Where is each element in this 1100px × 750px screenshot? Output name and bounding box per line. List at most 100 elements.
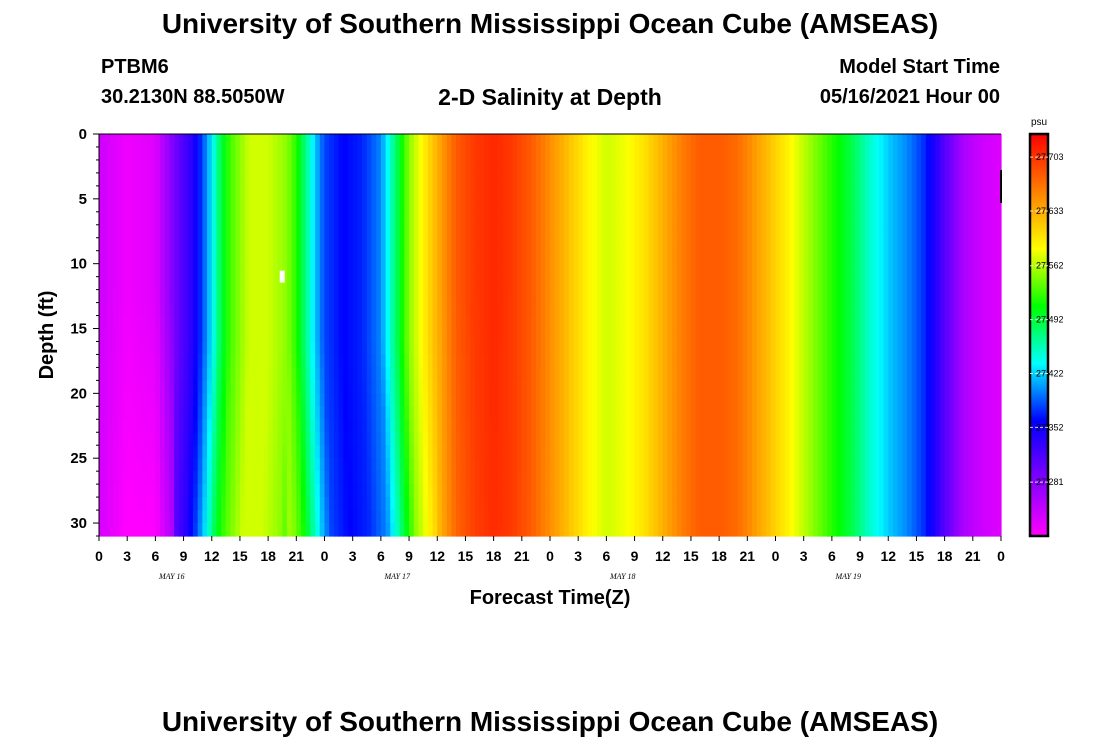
heatmap-cell <box>310 458 316 472</box>
heatmap-cell <box>925 250 932 265</box>
heatmap-cell <box>479 211 485 226</box>
heatmap-cell <box>911 419 918 433</box>
heatmap-cell <box>207 198 213 213</box>
heatmap-cell <box>470 328 476 343</box>
heatmap-cell <box>874 250 880 265</box>
heatmap-cell <box>935 354 941 369</box>
heatmap-cell <box>155 380 161 394</box>
heatmap-cell <box>291 341 297 356</box>
heatmap-cell <box>808 198 814 213</box>
heatmap-cell <box>700 419 706 433</box>
heatmap-cell <box>907 146 913 161</box>
heatmap-cell <box>329 406 335 420</box>
heatmap-cell <box>362 445 368 459</box>
heatmap-cell <box>127 289 133 304</box>
heatmap-cell <box>301 432 307 446</box>
heatmap-cell <box>371 172 377 187</box>
heatmap-cell <box>272 237 279 252</box>
heatmap-cell <box>451 419 457 433</box>
heatmap-cell <box>855 237 861 252</box>
heatmap-cell <box>831 198 838 213</box>
heatmap-cell <box>545 224 551 239</box>
heatmap-cell <box>582 315 589 330</box>
heatmap-cell <box>568 302 575 317</box>
heatmap-cell <box>409 250 415 265</box>
heatmap-cell <box>235 224 241 239</box>
heatmap-cell <box>545 367 551 381</box>
heatmap-cell <box>653 406 659 420</box>
heatmap-cell <box>789 134 795 148</box>
heatmap-cell <box>432 134 438 148</box>
heatmap-cell <box>371 367 377 381</box>
heatmap-cell <box>493 185 499 200</box>
heatmap-cell <box>686 432 692 446</box>
heatmap-cell <box>230 146 236 161</box>
heatmap-cell <box>526 237 532 252</box>
heatmap-cell <box>648 211 654 226</box>
heatmap-cell <box>686 276 692 291</box>
heatmap-cell <box>831 134 838 148</box>
heatmap-cell <box>235 211 241 226</box>
heatmap-cell <box>493 354 499 369</box>
heatmap-cell <box>216 289 222 304</box>
heatmap-cell <box>376 224 382 239</box>
heatmap-cell <box>423 354 429 369</box>
heatmap-cell <box>409 302 415 317</box>
heatmap-cell <box>465 289 471 304</box>
heatmap-cell <box>907 328 913 343</box>
heatmap-cell <box>188 237 194 252</box>
heatmap-cell <box>728 458 734 472</box>
heatmap-cell <box>235 263 241 278</box>
heatmap-cell <box>686 419 692 433</box>
heatmap-cell <box>239 380 246 394</box>
heatmap-cell <box>742 134 748 148</box>
heatmap-cell <box>808 185 814 200</box>
heatmap-cell <box>263 302 269 317</box>
heatmap-cell <box>968 315 974 330</box>
heatmap-cell <box>611 432 617 446</box>
heatmap-cell <box>996 315 1002 330</box>
heatmap-cell <box>178 354 185 369</box>
heatmap-cell <box>728 172 734 187</box>
heatmap-cell <box>968 198 974 213</box>
heatmap-cell <box>747 185 753 200</box>
heatmap-cell <box>878 172 885 187</box>
heatmap-cell <box>169 224 175 239</box>
heatmap-cell <box>160 289 166 304</box>
heatmap-cell <box>545 302 551 317</box>
heatmap-cell <box>127 341 133 356</box>
heatmap-cell <box>911 406 918 420</box>
heatmap-cell <box>155 134 161 148</box>
heatmap-cell <box>441 315 448 330</box>
heatmap-cell <box>188 289 194 304</box>
heatmap-cell <box>225 341 232 356</box>
heatmap-cell <box>225 224 232 239</box>
heatmap-cell <box>780 302 786 317</box>
heatmap-cell <box>878 211 885 226</box>
heatmap-cell <box>864 354 871 369</box>
heatmap-cell <box>413 198 420 213</box>
heatmap-cell <box>963 289 969 304</box>
heatmap-cell <box>803 134 809 148</box>
heatmap-cell <box>296 263 302 278</box>
heatmap-cell <box>888 198 894 213</box>
heatmap-cell <box>380 172 387 187</box>
heatmap-cell <box>864 224 871 239</box>
heatmap-cell <box>282 224 288 239</box>
heatmap-cell <box>550 263 556 278</box>
heatmap-cell <box>178 367 185 381</box>
heatmap-cell <box>601 134 607 148</box>
heatmap-cell <box>371 134 377 148</box>
heatmap-cell <box>611 237 617 252</box>
heatmap-cell <box>794 172 800 187</box>
heatmap-cell <box>986 315 993 330</box>
heatmap-cell <box>211 341 218 356</box>
heatmap-cell <box>916 341 922 356</box>
heatmap-cell <box>216 263 222 278</box>
heatmap-cell <box>841 185 847 200</box>
heatmap-cell <box>249 198 255 213</box>
heatmap-cell <box>958 328 965 343</box>
heatmap-cell <box>347 289 354 304</box>
heatmap-cell <box>521 393 528 407</box>
heatmap-cell <box>427 315 434 330</box>
